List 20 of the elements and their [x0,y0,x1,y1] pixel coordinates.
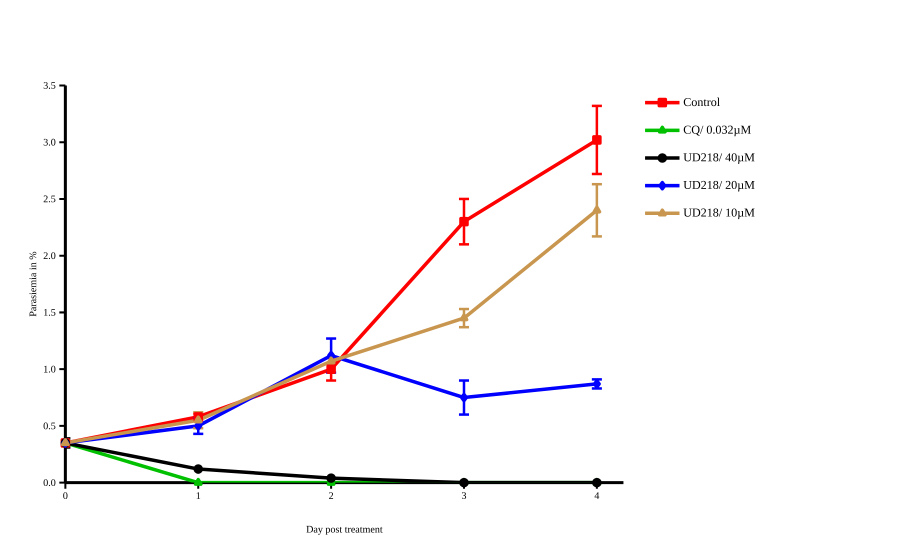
y-tick-label: 1.5 [44,309,56,316]
legend-label: CQ/ 0.032µM [684,126,751,136]
legend-label: UD218/ 40µM [684,153,755,164]
y-tick-label: 2.5 [44,196,56,202]
legend-label: UD218/ 10µM [684,208,755,220]
x-tick-label: 1 [196,492,200,499]
legend-label: Control [684,98,720,106]
y-axis-title: Parasiemia in % [29,252,36,316]
y-tick-label: 0.0 [44,479,56,486]
y-tick-label: 2.0 [44,252,56,260]
y-tick-label: 0.5 [44,422,56,430]
x-tick-label: 0 [63,492,68,499]
y-tick-label: 3.0 [44,138,56,146]
x-tick-label: 3 [462,492,466,499]
y-tick-label: 1.0 [44,366,56,373]
legend-label: UD218/ 20µM [684,180,755,192]
y-tick-label: 3.5 [44,82,56,89]
x-tick-label: 4 [594,492,600,499]
x-axis-title: Day post treatment [306,526,383,535]
x-tick-label: 2 [329,492,334,499]
